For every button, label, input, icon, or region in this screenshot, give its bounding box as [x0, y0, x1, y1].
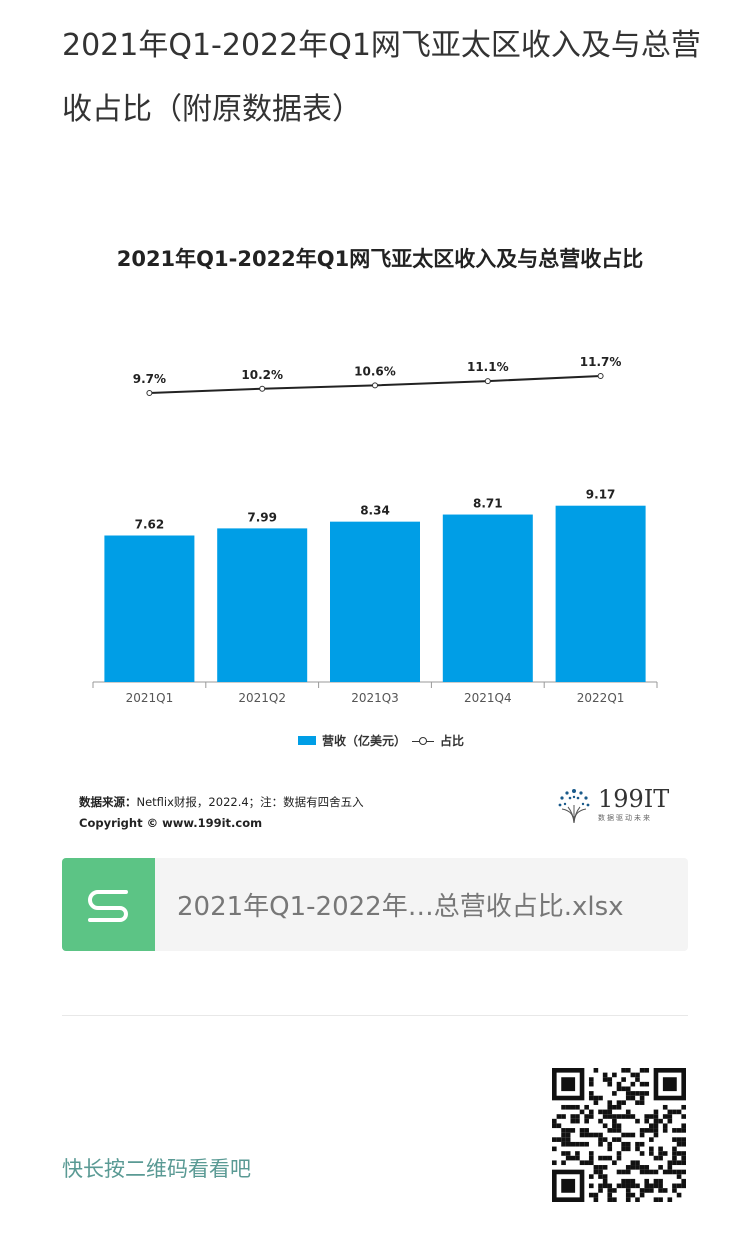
share-value-label: 10.6% [354, 364, 396, 378]
share-value-label: 11.1% [467, 360, 509, 374]
divider [62, 1015, 688, 1016]
bar-value-label: 8.71 [473, 497, 503, 511]
bar-2021Q3 [330, 521, 420, 682]
bar-value-label: 8.34 [360, 504, 390, 518]
wps-sheet-icon [62, 858, 155, 951]
source-text: Netflix财报，2022.4；注：数据有四舍五入 [136, 795, 364, 809]
share-point [372, 382, 378, 389]
share-value-label: 10.2% [241, 368, 283, 382]
bar-value-label: 7.99 [247, 510, 277, 524]
share-point [597, 373, 604, 379]
brand-tagline: 数据驱动未来 [598, 814, 652, 822]
share-point [259, 385, 266, 392]
share-value-label: 11.7% [580, 355, 622, 369]
qr-code-icon[interactable] [552, 1068, 686, 1202]
chart-legend: 营收（亿美元） 占比 [298, 732, 464, 749]
qr-hint-text: 快长按二维码看看吧 [62, 1157, 251, 1181]
chart-image: 7.62 2021Q1 7.99 2021Q2 8.34 2021Q3 8.71 2021Q4… [40, 225, 720, 845]
bar-value-label: 9.17 [586, 488, 616, 502]
chart-title: 2021年Q1-2022年Q1网飞亚太区收入及与总营收占比 [116, 247, 644, 271]
bar-2022Q1 [555, 505, 646, 682]
article-title: 2021年Q1-2022年Q1网飞亚太区收入及与总营收占比（附原数据表） [62, 28, 701, 127]
x-tick-label: 2022Q1 [577, 691, 625, 705]
legend-line-label: 占比 [440, 734, 465, 748]
x-tick-label: 2021Q2 [238, 691, 286, 705]
legend-bar-label: 营收（亿美元） [322, 734, 407, 748]
brand-mark-icon [558, 789, 590, 824]
legend-bar-swatch [298, 736, 316, 745]
x-tick-label: 2021Q4 [464, 691, 512, 705]
share-point [484, 378, 491, 385]
x-tick-label: 2021Q1 [126, 691, 174, 705]
copyright-text: Copyright © www.199it.com [79, 816, 263, 830]
x-tick-label: 2021Q3 [351, 691, 399, 705]
bar-2021Q4 [442, 514, 533, 682]
attachment-card[interactable]: 2021年Q1-2022年…总营收占比.xlsx [62, 858, 688, 951]
attachment-file-name: 2021年Q1-2022年…总营收占比.xlsx [177, 892, 624, 922]
chart-svg: 7.62 2021Q1 7.99 2021Q2 8.34 2021Q3 8.71 2021Q4… [92, 355, 658, 705]
chart-source: 数据来源：Netflix财报，2022.4；注：数据有四舍五入 Copyrigh… [79, 792, 364, 834]
bar-2021Q2 [217, 528, 308, 682]
legend-line-swatch [412, 736, 435, 746]
brand-name: 199IT [598, 785, 670, 813]
bar-2021Q1 [104, 535, 195, 682]
source-label: 数据来源： [79, 795, 137, 809]
share-value-label: 9.7% [133, 372, 166, 386]
brand-logo: 199IT 数据驱动未来 [554, 785, 669, 825]
share-point [146, 390, 153, 396]
bar-value-label: 7.62 [135, 518, 165, 532]
